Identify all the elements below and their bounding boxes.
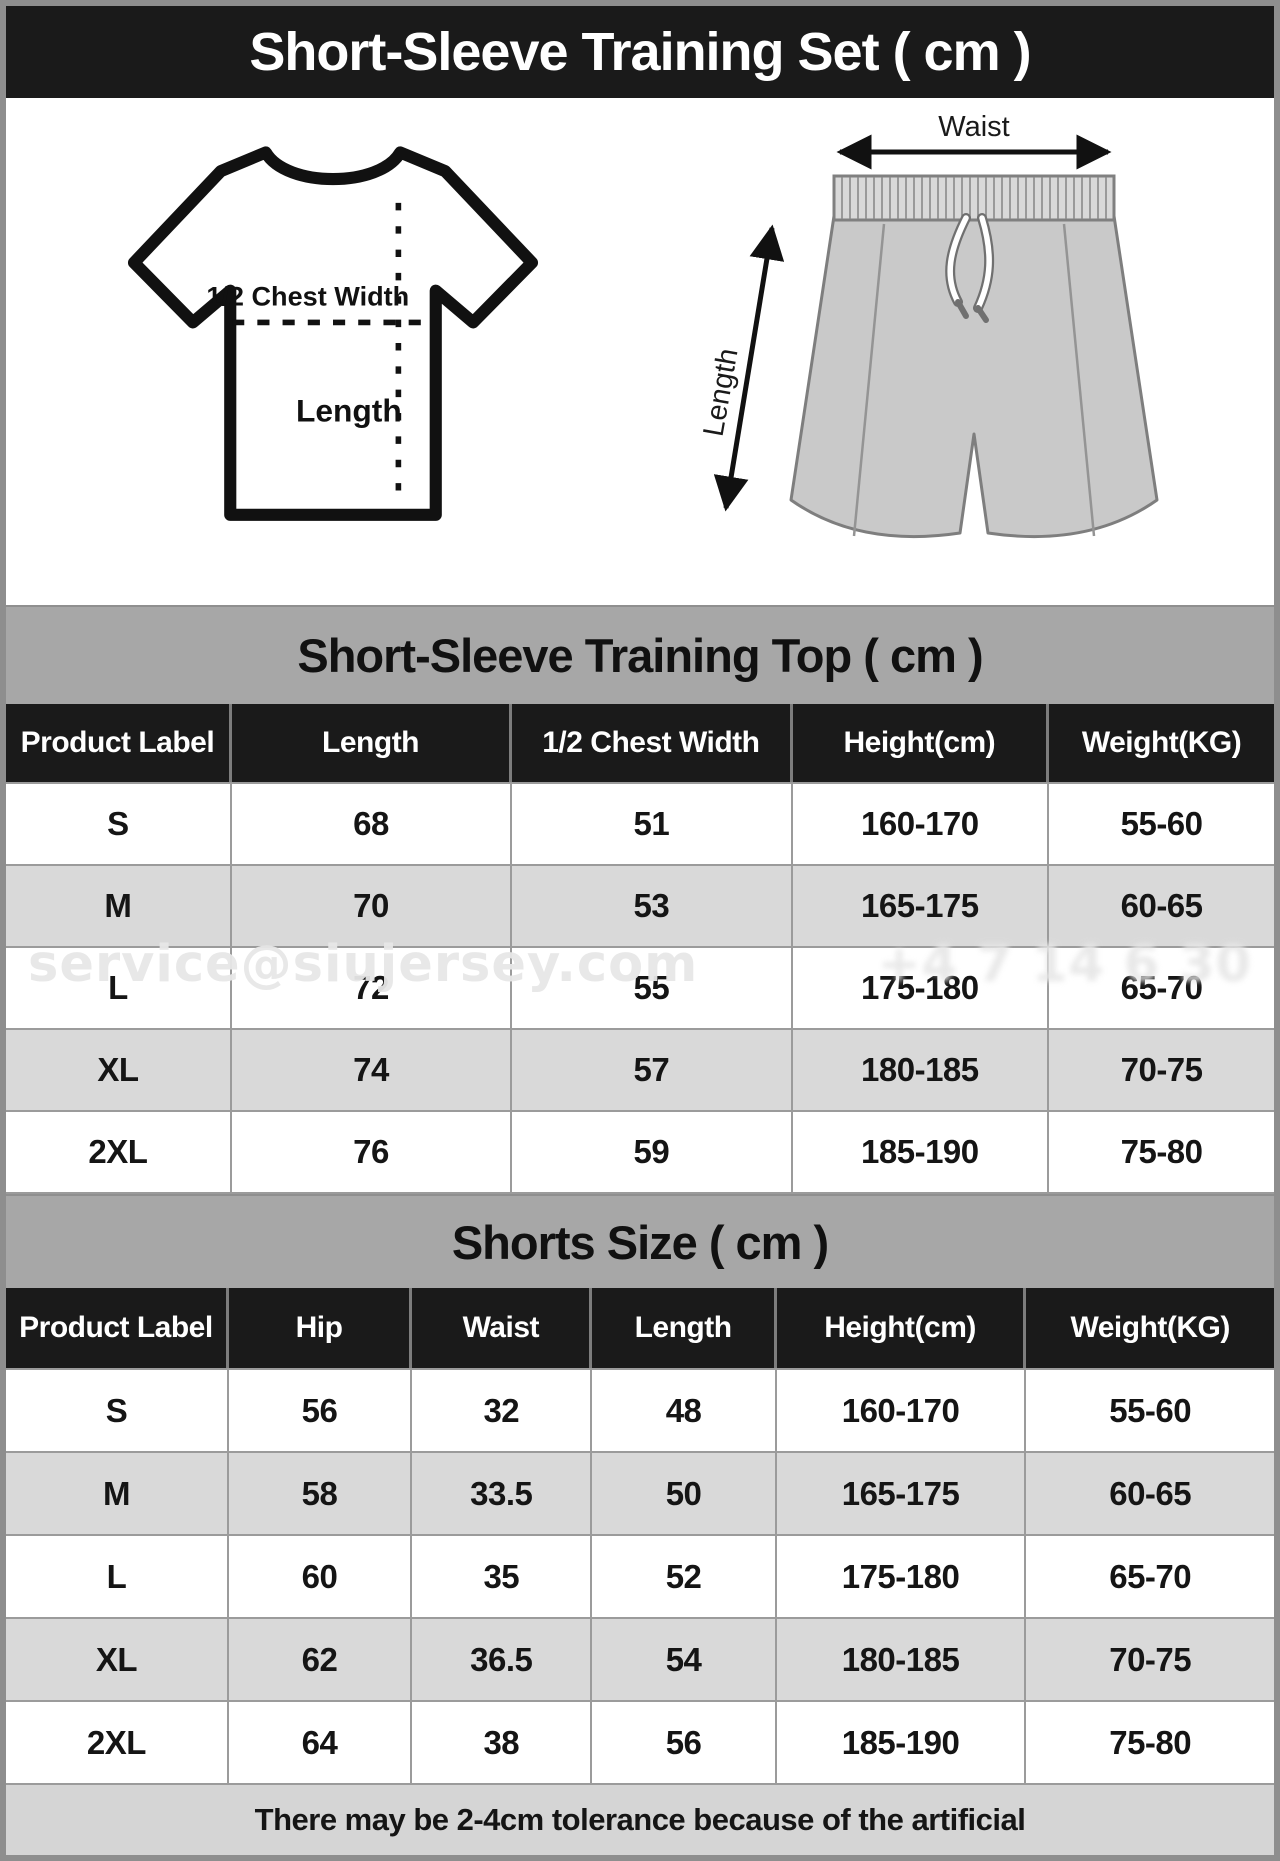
shorts-table-header-row: Product Label Hip Waist Length Height(cm… — [6, 1288, 1274, 1370]
table-cell: 60-65 — [1026, 1453, 1274, 1534]
table-cell: 64 — [228, 1702, 413, 1783]
table-cell: 58 — [228, 1453, 413, 1534]
table-cell: 48 — [592, 1370, 777, 1451]
table-cell: 165-175 — [776, 1453, 1027, 1534]
table-cell: 60 — [228, 1536, 413, 1617]
tshirt-chest-label: 1/2 Chest Width — [206, 281, 409, 312]
table-cell: L — [6, 1536, 229, 1617]
table-cell: 62 — [228, 1619, 413, 1700]
table-row: XL 62 36.5 54 180-185 70-75 — [6, 1619, 1274, 1702]
table-cell: 53 — [512, 866, 793, 946]
table-cell: 50 — [592, 1453, 777, 1534]
table-cell: 70 — [231, 866, 513, 946]
top-table-title: Short-Sleeve Training Top ( cm ) — [6, 605, 1274, 704]
tshirt-length-label: Length — [296, 392, 402, 428]
table-cell: 55 — [512, 948, 793, 1028]
table-cell: 33.5 — [412, 1453, 593, 1534]
tolerance-note: There may be 2-4cm tolerance because of … — [6, 1785, 1274, 1855]
table-cell: 185-190 — [792, 1112, 1050, 1192]
table-cell: 75-80 — [1049, 1112, 1274, 1192]
table-cell: 57 — [512, 1030, 793, 1110]
column-header: Product Label — [6, 1288, 229, 1368]
length-arrow — [713, 224, 785, 512]
table-cell: 60-65 — [1049, 866, 1274, 946]
table-cell: 55-60 — [1049, 784, 1274, 864]
table-cell: 2XL — [6, 1112, 232, 1192]
column-header: Length — [231, 704, 513, 782]
table-cell: 52 — [592, 1536, 777, 1617]
table-cell: 35 — [412, 1536, 593, 1617]
table-cell: M — [6, 866, 232, 946]
table-cell: XL — [6, 1619, 229, 1700]
table-cell: 32 — [412, 1370, 593, 1451]
table-cell: 51 — [512, 784, 793, 864]
column-header: Weight(KG) — [1026, 1288, 1274, 1368]
column-header: Product Label — [6, 704, 232, 782]
table-cell: 56 — [592, 1702, 777, 1783]
table-cell: 54 — [592, 1619, 777, 1700]
table-row: 2XL 64 38 56 185-190 75-80 — [6, 1702, 1274, 1785]
table-row: M 70 53 165-175 60-65 — [6, 866, 1274, 948]
shorts-diagram: Waist Length — [694, 111, 1254, 587]
page-title: Short-Sleeve Training Set ( cm ) — [6, 6, 1274, 98]
table-cell: 175-180 — [776, 1536, 1027, 1617]
table-cell: S — [6, 784, 232, 864]
table-cell: 75-80 — [1026, 1702, 1274, 1783]
measurement-diagrams: 1/2 Chest Width Length Waist — [6, 98, 1274, 605]
table-cell: 59 — [512, 1112, 793, 1192]
table-cell: 38 — [412, 1702, 593, 1783]
tshirt-diagram: 1/2 Chest Width Length — [118, 130, 548, 546]
column-header: 1/2 Chest Width — [512, 704, 793, 782]
table-cell: XL — [6, 1030, 232, 1110]
table-cell: 76 — [231, 1112, 513, 1192]
table-cell: 36.5 — [412, 1619, 593, 1700]
top-size-table: Product Label Length 1/2 Chest Width Hei… — [6, 704, 1274, 1194]
shorts-table-title: Shorts Size ( cm ) — [6, 1194, 1274, 1288]
shorts-waist-label: Waist — [938, 112, 1009, 143]
table-cell: 70-75 — [1026, 1619, 1274, 1700]
column-header: Height(cm) — [792, 704, 1050, 782]
table-cell: 185-190 — [776, 1702, 1027, 1783]
table-cell: 65-70 — [1049, 948, 1274, 1028]
shorts-size-table: Product Label Hip Waist Length Height(cm… — [6, 1288, 1274, 1785]
table-cell: 180-185 — [776, 1619, 1027, 1700]
tshirt-icon: 1/2 Chest Width Length — [127, 146, 539, 521]
column-header: Weight(KG) — [1049, 704, 1274, 782]
column-header: Waist — [412, 1288, 593, 1368]
table-cell: S — [6, 1370, 229, 1451]
column-header: Length — [592, 1288, 777, 1368]
table-cell: 160-170 — [792, 784, 1050, 864]
table-cell: 180-185 — [792, 1030, 1050, 1110]
column-header: Height(cm) — [776, 1288, 1027, 1368]
table-row: M 58 33.5 50 165-175 60-65 — [6, 1453, 1274, 1536]
table-row: L 60 35 52 175-180 65-70 — [6, 1536, 1274, 1619]
column-header: Hip — [228, 1288, 413, 1368]
table-cell: L — [6, 948, 232, 1028]
table-cell: 165-175 — [792, 866, 1050, 946]
table-cell: 55-60 — [1026, 1370, 1274, 1451]
table-row: 2XL 76 59 185-190 75-80 — [6, 1112, 1274, 1194]
table-cell: 160-170 — [776, 1370, 1027, 1451]
shorts-icon: Waist Length — [698, 111, 1159, 539]
table-row: S 56 32 48 160-170 55-60 — [6, 1370, 1274, 1453]
table-cell: 74 — [231, 1030, 513, 1110]
table-cell: 72 — [231, 948, 513, 1028]
table-cell: 56 — [228, 1370, 413, 1451]
table-cell: 65-70 — [1026, 1536, 1274, 1617]
table-cell: M — [6, 1453, 229, 1534]
table-cell: 70-75 — [1049, 1030, 1274, 1110]
table-cell: 68 — [231, 784, 513, 864]
table-row: L 72 55 175-180 65-70 — [6, 948, 1274, 1030]
table-row: S 68 51 160-170 55-60 — [6, 784, 1274, 866]
table-cell: 2XL — [6, 1702, 229, 1783]
top-table-header-row: Product Label Length 1/2 Chest Width Hei… — [6, 704, 1274, 784]
table-row: XL 74 57 180-185 70-75 — [6, 1030, 1274, 1112]
table-cell: 175-180 — [792, 948, 1050, 1028]
